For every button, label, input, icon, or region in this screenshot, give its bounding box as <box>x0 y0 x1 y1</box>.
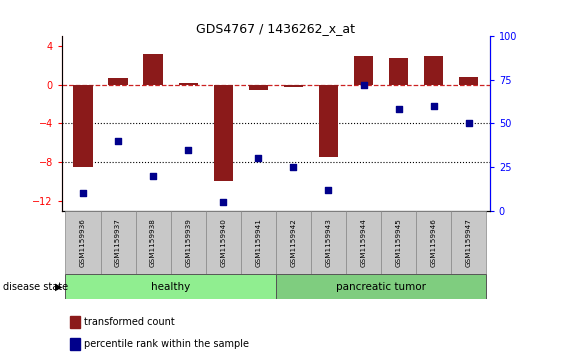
Text: healthy: healthy <box>151 282 190 292</box>
FancyBboxPatch shape <box>451 211 486 274</box>
Point <box>324 187 333 192</box>
FancyBboxPatch shape <box>346 211 381 274</box>
Text: GSM1159945: GSM1159945 <box>396 218 401 267</box>
Text: transformed count: transformed count <box>84 317 175 327</box>
Bar <box>354 56 373 85</box>
Text: GSM1159940: GSM1159940 <box>220 218 226 267</box>
Text: pancreatic tumor: pancreatic tumor <box>336 282 426 292</box>
Bar <box>109 78 128 85</box>
FancyBboxPatch shape <box>65 274 276 299</box>
Bar <box>178 83 198 85</box>
Text: GSM1159937: GSM1159937 <box>115 218 121 267</box>
Text: GSM1159941: GSM1159941 <box>256 218 261 267</box>
Text: GSM1159936: GSM1159936 <box>80 218 86 267</box>
Text: GSM1159942: GSM1159942 <box>291 218 296 267</box>
Point <box>219 199 228 205</box>
Point <box>394 107 403 113</box>
FancyBboxPatch shape <box>241 211 276 274</box>
Bar <box>319 85 338 157</box>
Bar <box>389 58 408 85</box>
Text: percentile rank within the sample: percentile rank within the sample <box>84 339 249 349</box>
Point <box>359 82 368 88</box>
Text: GSM1159943: GSM1159943 <box>325 218 332 267</box>
Point <box>429 103 438 109</box>
Text: ▶: ▶ <box>55 282 62 292</box>
Point <box>114 138 123 144</box>
FancyBboxPatch shape <box>276 211 311 274</box>
Bar <box>424 56 443 85</box>
FancyBboxPatch shape <box>65 211 101 274</box>
FancyBboxPatch shape <box>205 211 241 274</box>
Point <box>464 121 473 126</box>
Bar <box>249 85 268 90</box>
Point <box>149 173 158 179</box>
Point <box>78 190 87 196</box>
Text: GSM1159938: GSM1159938 <box>150 218 156 267</box>
Bar <box>284 85 303 87</box>
FancyBboxPatch shape <box>171 211 205 274</box>
FancyBboxPatch shape <box>101 211 136 274</box>
FancyBboxPatch shape <box>381 211 416 274</box>
FancyBboxPatch shape <box>276 274 486 299</box>
Bar <box>213 85 233 182</box>
Bar <box>73 85 93 167</box>
Bar <box>459 77 479 85</box>
Bar <box>70 316 80 328</box>
Point <box>289 164 298 170</box>
Text: disease state: disease state <box>3 282 68 292</box>
FancyBboxPatch shape <box>136 211 171 274</box>
Text: GSM1159939: GSM1159939 <box>185 218 191 267</box>
Title: GDS4767 / 1436262_x_at: GDS4767 / 1436262_x_at <box>196 22 355 35</box>
Text: GSM1159947: GSM1159947 <box>466 218 472 267</box>
FancyBboxPatch shape <box>311 211 346 274</box>
FancyBboxPatch shape <box>416 211 451 274</box>
Text: GSM1159946: GSM1159946 <box>431 218 437 267</box>
Bar <box>70 338 80 350</box>
Text: GSM1159944: GSM1159944 <box>360 218 367 267</box>
Point <box>254 155 263 161</box>
Bar <box>144 54 163 85</box>
Point <box>184 147 193 152</box>
